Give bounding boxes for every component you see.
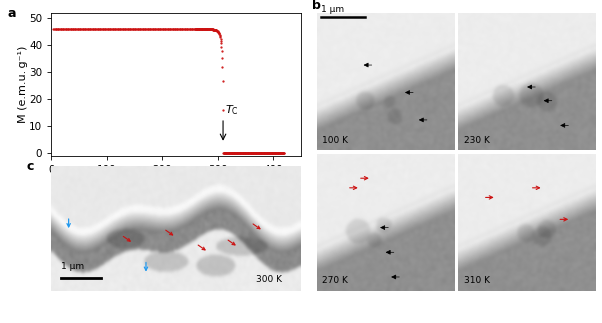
Text: 1 µm: 1 µm xyxy=(61,262,84,271)
Y-axis label: M (e.m.u. g⁻¹): M (e.m.u. g⁻¹) xyxy=(17,46,28,123)
Text: c: c xyxy=(26,160,34,173)
Text: 230 K: 230 K xyxy=(464,136,489,145)
Text: b: b xyxy=(312,0,321,12)
Text: 1 µm: 1 µm xyxy=(321,5,344,14)
Text: 310 K: 310 K xyxy=(464,276,489,285)
Text: a: a xyxy=(7,7,16,20)
Text: $T_\mathrm{C}$: $T_\mathrm{C}$ xyxy=(225,103,239,117)
X-axis label: T (K): T (K) xyxy=(163,180,189,190)
Text: 100 K: 100 K xyxy=(322,136,348,145)
Text: 270 K: 270 K xyxy=(322,276,348,285)
Text: 300 K: 300 K xyxy=(256,276,282,285)
